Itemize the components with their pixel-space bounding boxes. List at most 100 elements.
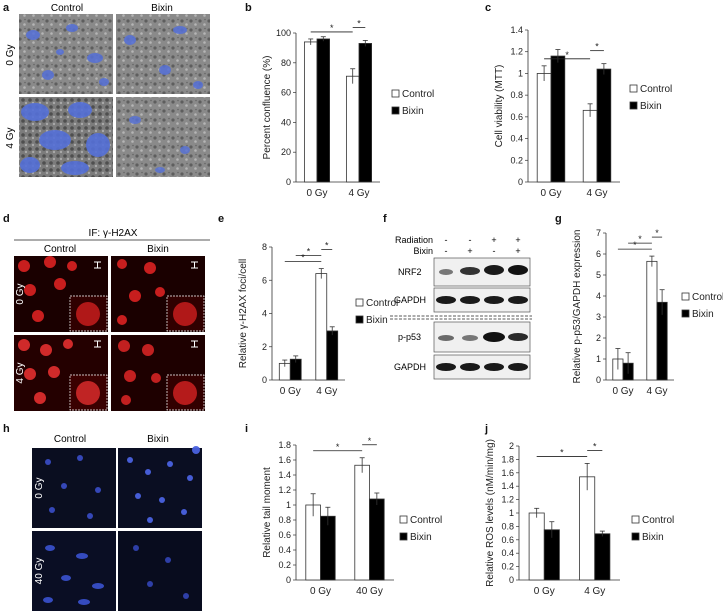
- i-y-tick-label: 1.2: [278, 485, 291, 495]
- i-x-tick-label: 0 Gy: [310, 586, 331, 597]
- j-significance-star: *: [593, 441, 597, 451]
- chart-i-tail-moment: 0 0.2 0.4 0.6 0.8 1 1.2 1.4 1.6 1.8 Relative tail …: [262, 436, 442, 597]
- j-y-tick-label: 2: [509, 441, 514, 451]
- j-bar-control: [579, 476, 596, 581]
- b-y-tick-label: 40: [281, 117, 291, 127]
- e-y-tick-label: 2: [262, 342, 267, 352]
- i-legend-swatch-control: [399, 515, 408, 524]
- h-image-control-0gy: [32, 448, 116, 528]
- i-y-tick-label: 0.4: [278, 545, 291, 555]
- e-y-tick-label: 4: [262, 309, 267, 319]
- c-y-tick-label: 1: [518, 68, 523, 78]
- f-band-label-p-p53: p-p53: [398, 332, 421, 342]
- f-bixin-sign-3: -: [493, 246, 496, 256]
- b-bar-bixin: [316, 38, 331, 183]
- a-image-bixin-0gy: [116, 14, 210, 94]
- g-significance-star: *: [633, 240, 637, 250]
- j-y-tick-label: 1.8: [501, 454, 514, 464]
- i-y-tick-label: 1.8: [278, 440, 291, 450]
- g-y-tick-label: 1: [596, 354, 601, 364]
- panel-letter-h: h: [3, 423, 10, 435]
- c-y-tick-label: 1.4: [510, 25, 523, 35]
- j-significance-star: *: [560, 447, 564, 457]
- g-legend-label-bixin: Bixin: [692, 309, 714, 320]
- b-legend-label-control: Control: [402, 89, 434, 100]
- b-bar-control: [303, 41, 318, 183]
- g-x-tick-label: 4 Gy: [646, 386, 667, 397]
- c-significance-star: *: [595, 42, 599, 52]
- i-y-tick-label: 0.2: [278, 560, 291, 570]
- e-legend-label-bixin: Bixin: [366, 315, 388, 326]
- d-row-label-0gy: 0 Gy: [15, 283, 26, 304]
- j-y-tick-label: 0.2: [501, 562, 514, 572]
- c-legend-label-bixin: Bixin: [640, 101, 662, 112]
- panel-letter-f: f: [383, 213, 387, 225]
- c-bar-control: [582, 109, 598, 183]
- b-y-tick-label: 60: [281, 88, 291, 98]
- b-legend-swatch-bixin: [391, 106, 400, 115]
- h-image-bixin-0gy: [118, 446, 202, 528]
- j-y-tick-label: 1.2: [501, 495, 514, 505]
- e-bar-control: [315, 273, 328, 381]
- j-y-tick-label: 0.4: [501, 548, 514, 558]
- b-x-tick-label: 0 Gy: [306, 188, 327, 199]
- d-image-bixin-4gy: [111, 335, 205, 411]
- j-legend-swatch-control: [631, 515, 640, 524]
- b-y-axis-label: Percent confluence (%): [262, 56, 273, 160]
- e-y-tick-label: 0: [262, 375, 267, 385]
- f-header-radiation: Radiation: [395, 235, 433, 245]
- g-significance-star: *: [638, 234, 642, 244]
- i-legend-label-bixin: Bixin: [410, 532, 432, 543]
- j-y-tick-label: 1.4: [501, 481, 514, 491]
- g-bar-control: [646, 260, 658, 381]
- g-y-tick-label: 3: [596, 312, 601, 322]
- g-x-tick-label: 0 Gy: [612, 386, 633, 397]
- g-y-tick-label: 7: [596, 228, 601, 238]
- c-y-tick-label: 0.4: [510, 134, 523, 144]
- g-legend-label-control: Control: [692, 292, 723, 303]
- e-significance-star: *: [301, 253, 305, 263]
- e-x-tick-label: 4 Gy: [316, 386, 337, 397]
- b-significance-star: *: [357, 18, 361, 28]
- panel-letter-j: j: [484, 423, 488, 435]
- i-y-tick-label: 1.4: [278, 470, 291, 480]
- g-y-tick-label: 0: [596, 375, 601, 385]
- e-significance-star: *: [325, 241, 329, 251]
- b-bar-bixin: [358, 43, 373, 183]
- e-legend-swatch-control: [355, 298, 364, 307]
- h-row-label-0gy: 0 Gy: [34, 477, 45, 498]
- i-y-axis-label: Relative tail moment: [262, 467, 273, 558]
- c-x-tick-label: 0 Gy: [540, 188, 561, 199]
- c-significance-star: *: [565, 50, 569, 60]
- a-image-control-4gy: [19, 97, 113, 177]
- e-y-tick-label: 6: [262, 275, 267, 285]
- h-row-label-40gy: 40 Gy: [34, 558, 45, 585]
- c-y-axis-label: Cell viability (MTT): [494, 65, 505, 148]
- j-legend-label-control: Control: [642, 515, 674, 526]
- d-row-label-4gy: 4 Gy: [15, 362, 26, 383]
- i-y-tick-label: 1.6: [278, 455, 291, 465]
- c-y-tick-label: 0.6: [510, 112, 523, 122]
- j-bar-control: [528, 512, 545, 581]
- g-y-axis-label: Relative p-p53/GAPDH expression: [572, 230, 583, 384]
- j-y-tick-label: 0: [509, 575, 514, 585]
- i-y-tick-label: 0: [286, 575, 291, 585]
- j-y-tick-label: 1: [509, 508, 514, 518]
- e-y-tick-label: 8: [262, 242, 267, 252]
- f-blot-p-p53: p-p53: [398, 321, 531, 353]
- f-band-label-nrf2: NRF2: [398, 267, 422, 277]
- panel-a-micrographs: Control Bixin 0 Gy 4 Gy: [5, 3, 210, 177]
- a-image-control-0gy: [19, 14, 113, 94]
- b-y-tick-label: 20: [281, 147, 291, 157]
- i-y-tick-label: 0.8: [278, 515, 291, 525]
- j-y-tick-label: 1.6: [501, 468, 514, 478]
- g-legend-swatch-control: [681, 292, 690, 301]
- j-y-axis-label: Relative ROS levels (nM/min/mg): [485, 439, 496, 587]
- d-col-label-bixin: Bixin: [147, 244, 169, 255]
- d-image-control-0gy: [14, 256, 108, 332]
- chart-c-cell-viability: 0 0.2 0.4 0.6 0.8 1 1.2 1.4 Cell viability (MTT)…: [494, 25, 672, 199]
- g-significance-star: *: [655, 228, 659, 238]
- panel-letter-c: c: [485, 2, 491, 14]
- panel-h-comet-images: Control Bixin: [32, 434, 202, 611]
